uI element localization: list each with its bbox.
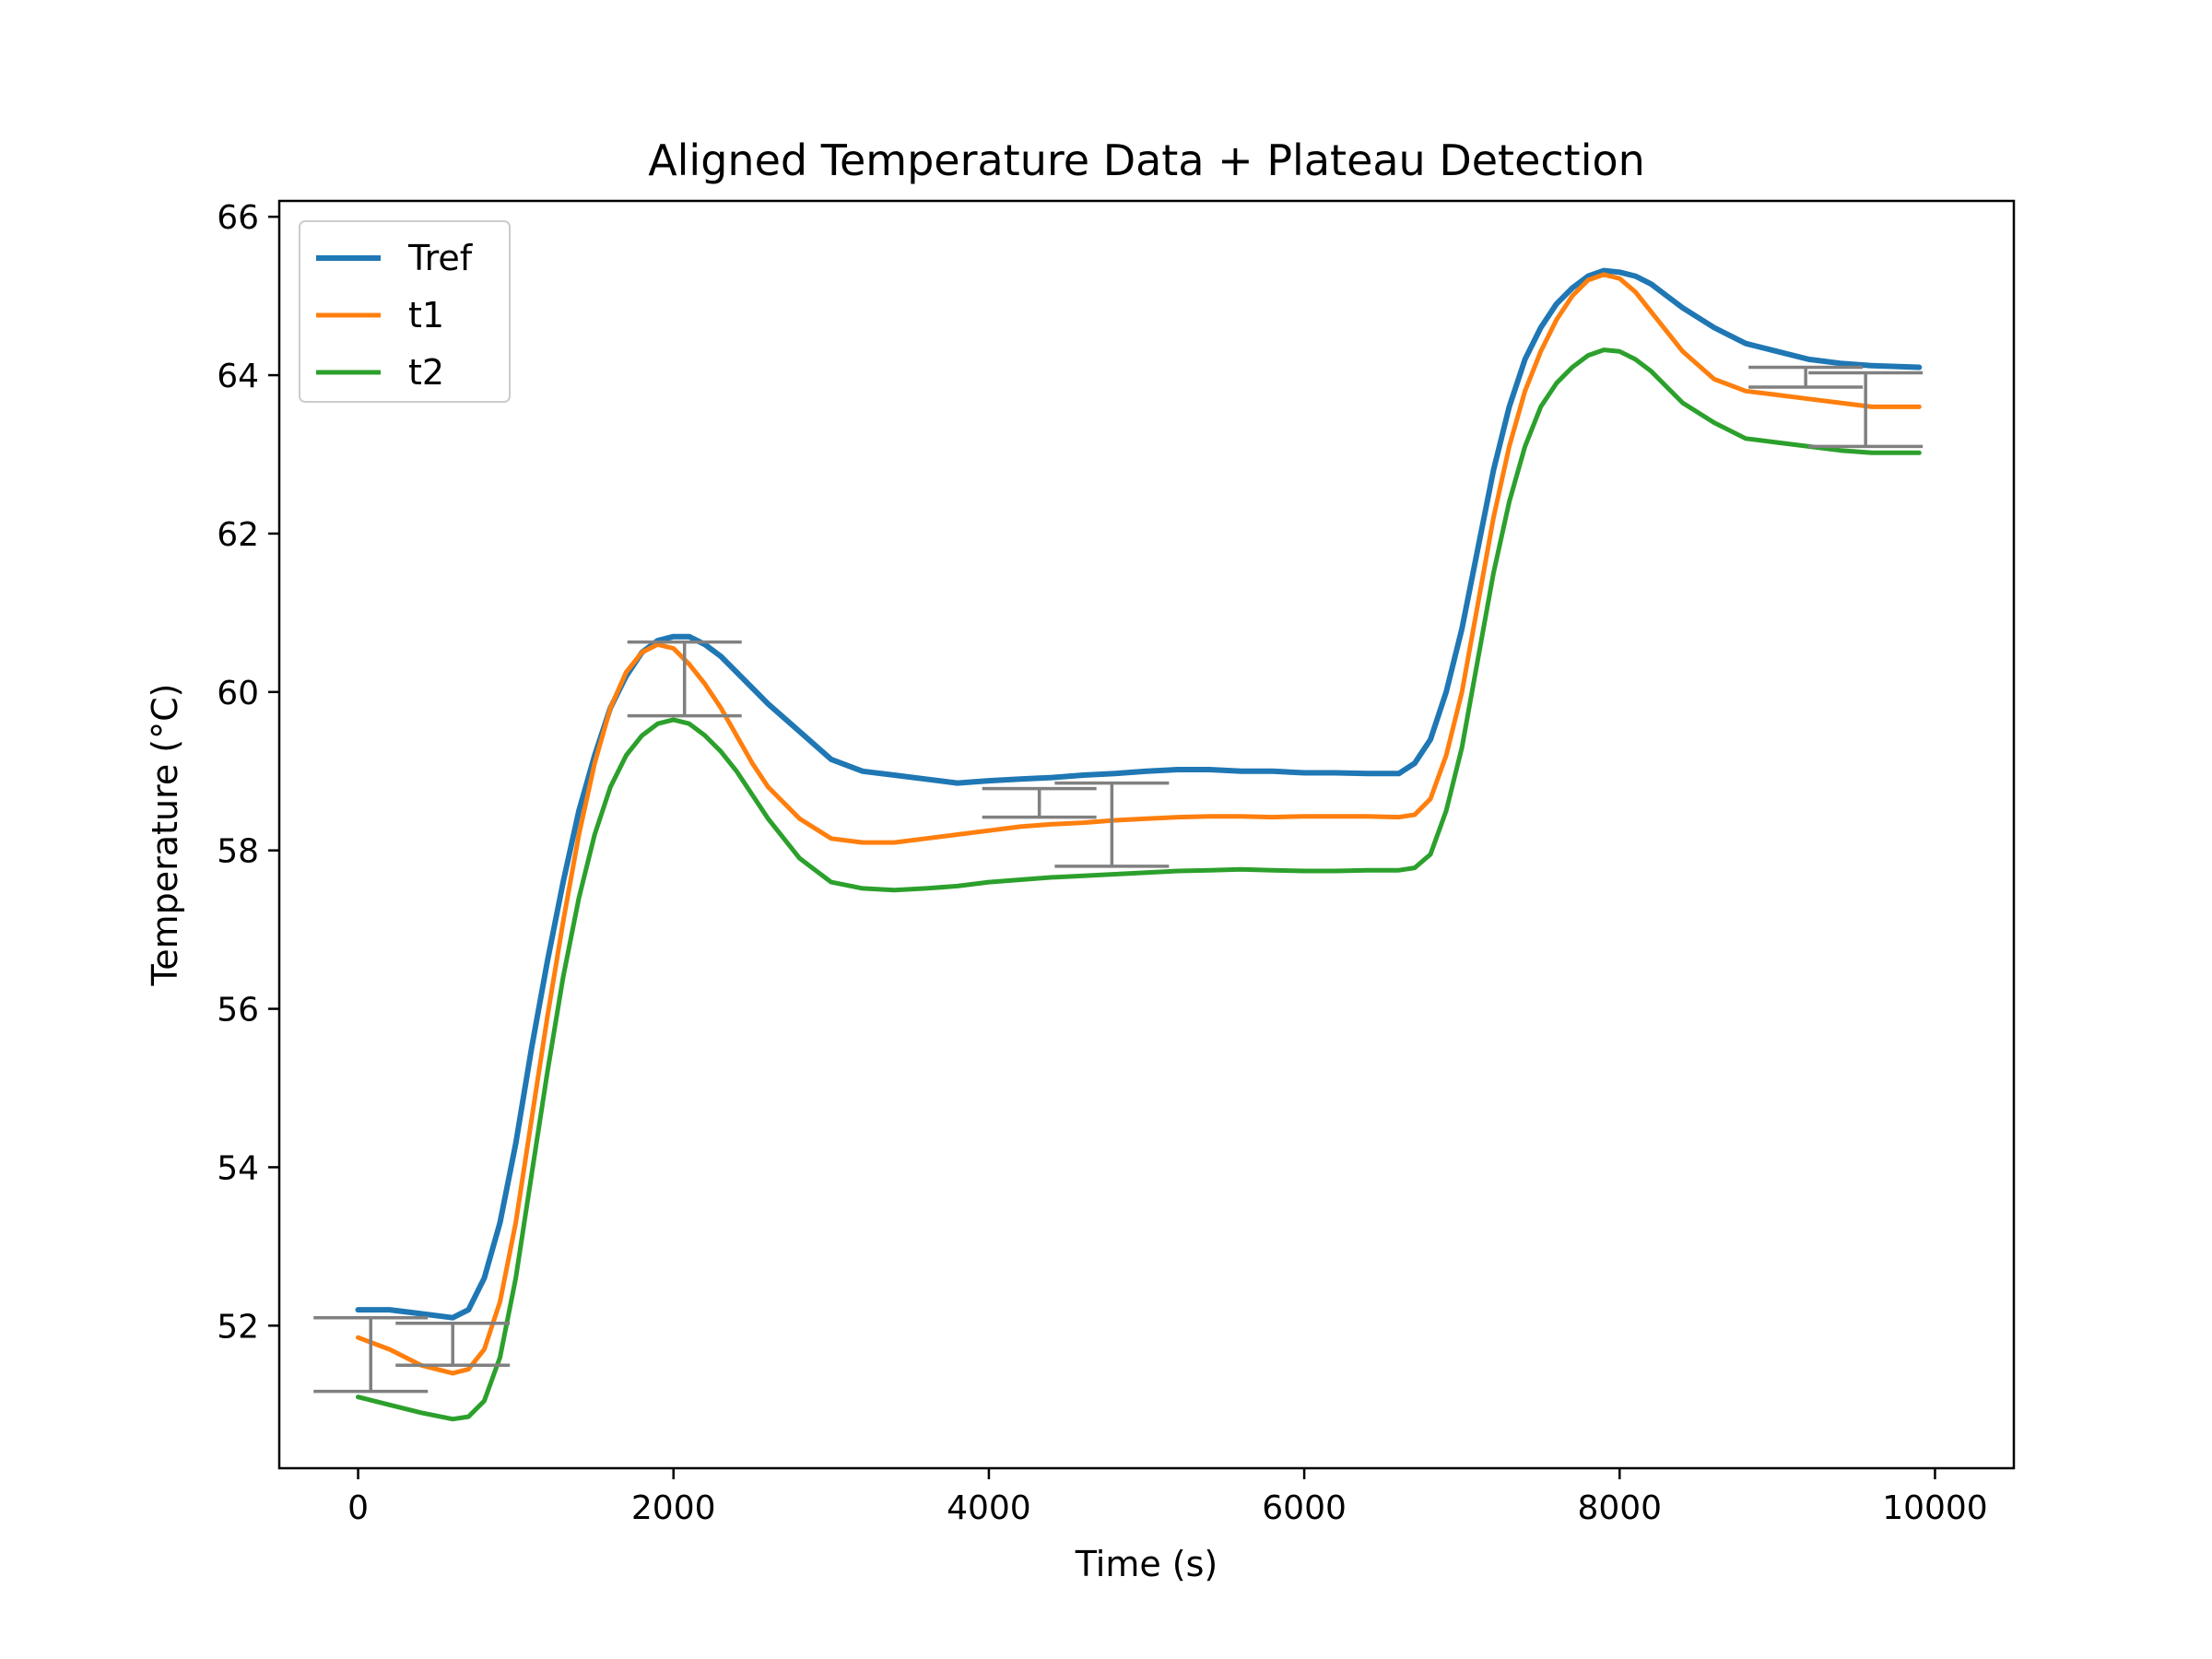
y-tick-label: 54 bbox=[217, 1149, 259, 1187]
x-tick-label: 4000 bbox=[947, 1489, 1031, 1527]
y-tick-label: 64 bbox=[217, 358, 259, 395]
x-tick-label: 0 bbox=[347, 1489, 369, 1527]
chart-title: Aligned Temperature Data + Plateau Detec… bbox=[648, 135, 1645, 185]
x-tick-label: 2000 bbox=[631, 1489, 716, 1527]
plot-area bbox=[313, 267, 1924, 1422]
plateau-marker bbox=[395, 1321, 511, 1368]
legend: Tref t1 t2 bbox=[299, 220, 511, 403]
y-axis-label: Temperature (°C) bbox=[145, 684, 185, 987]
y-tick-label: 52 bbox=[217, 1308, 259, 1346]
y-tick-label: 56 bbox=[217, 992, 259, 1030]
legend-box bbox=[299, 220, 511, 403]
plateau-marker bbox=[1748, 365, 1864, 389]
y-tick-label: 62 bbox=[217, 516, 259, 554]
y-tick-label: 58 bbox=[217, 833, 259, 871]
x-tick-label: 10000 bbox=[1882, 1489, 1988, 1527]
legend-label-tref: Tref bbox=[407, 238, 474, 278]
series-line-t2 bbox=[356, 347, 1922, 1422]
series-line-t1 bbox=[356, 272, 1922, 1376]
legend-label-t1: t1 bbox=[408, 295, 444, 335]
plateau-marker bbox=[982, 786, 1097, 819]
y-tick-label: 60 bbox=[217, 675, 259, 712]
x-axis-label: Time (s) bbox=[1075, 1544, 1218, 1584]
plot-frame bbox=[277, 199, 2016, 1470]
legend-label-t2: t2 bbox=[408, 352, 444, 393]
x-tick-label: 6000 bbox=[1262, 1489, 1347, 1527]
y-tick-label: 66 bbox=[217, 199, 259, 237]
series-line-tref bbox=[355, 267, 1923, 1321]
plateau-marker bbox=[313, 1315, 429, 1394]
plateau-marker bbox=[1054, 781, 1170, 868]
x-axis-ticks: 0 2000 4000 6000 8000 10000 bbox=[347, 1468, 1988, 1527]
y-axis-ticks: 52 54 56 58 60 62 64 66 bbox=[217, 199, 279, 1346]
plateau-marker bbox=[1808, 371, 1924, 449]
x-tick-label: 8000 bbox=[1577, 1489, 1662, 1527]
plateau-marker bbox=[627, 640, 742, 718]
